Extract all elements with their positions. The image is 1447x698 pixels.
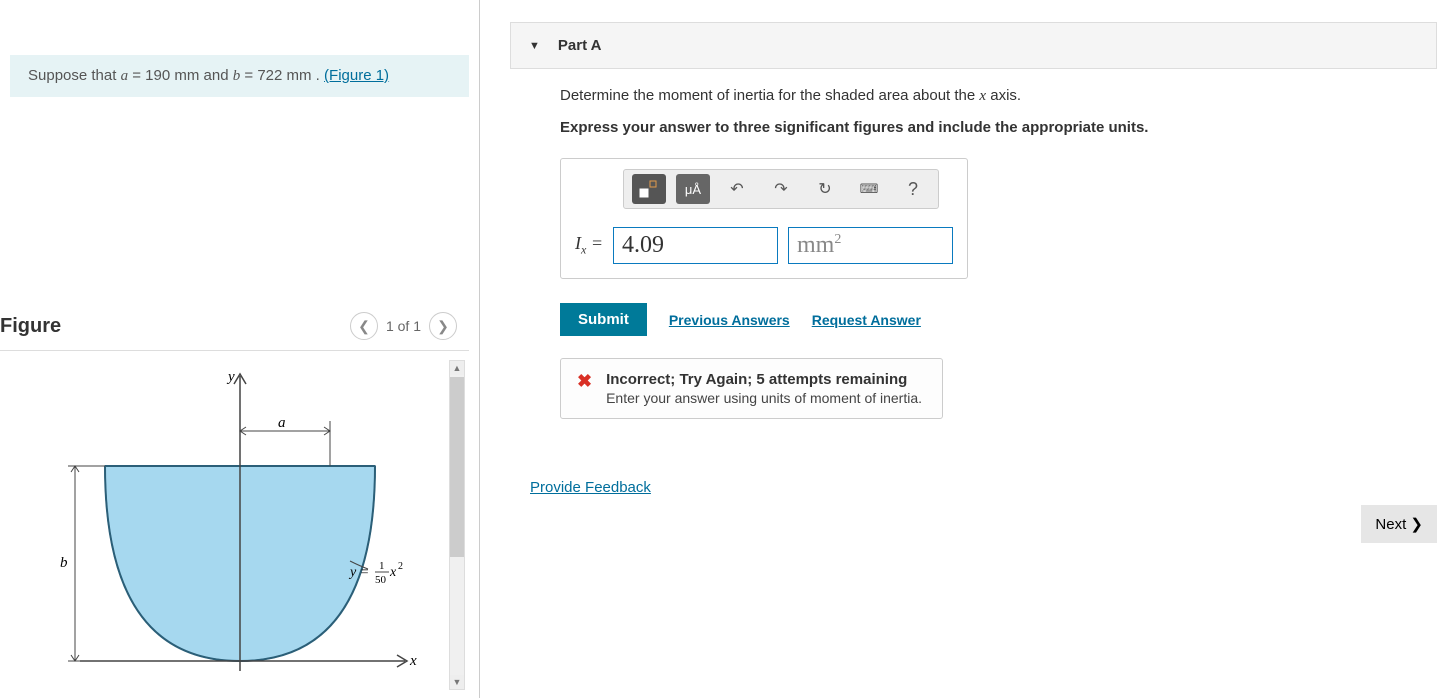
b-value: = 722 mm . bbox=[240, 67, 324, 84]
part-title: Part A bbox=[558, 37, 602, 54]
value-input[interactable]: 4.09 bbox=[613, 227, 778, 264]
collapse-icon[interactable]: ▼ bbox=[529, 40, 540, 52]
answer-box: μÅ ↶ ↷ ↻ ⌨ ? Ix = 4.09 mm2 bbox=[560, 158, 968, 279]
request-answer-link[interactable]: Request Answer bbox=[812, 312, 921, 328]
figure-area: y x a b y = bbox=[10, 351, 479, 691]
part-header[interactable]: ▼ Part A bbox=[510, 22, 1437, 69]
scroll-down-icon[interactable]: ▼ bbox=[450, 675, 464, 689]
figure-title: Figure bbox=[0, 315, 61, 338]
feedback-box: ✖ Incorrect; Try Again; 5 attempts remai… bbox=[560, 358, 943, 419]
scroll-up-icon[interactable]: ▲ bbox=[450, 361, 464, 375]
label-a: a bbox=[278, 415, 286, 431]
figure-next-button[interactable]: ❯ bbox=[429, 312, 457, 340]
template-button[interactable] bbox=[632, 174, 666, 204]
question-text: Determine the moment of inertia for the … bbox=[560, 87, 1437, 105]
keyboard-button[interactable]: ⌨ bbox=[852, 174, 886, 204]
figure-diagram: y x a b y = bbox=[50, 361, 430, 691]
scroll-thumb[interactable] bbox=[450, 377, 464, 557]
figure-prev-button[interactable]: ❮ bbox=[350, 312, 378, 340]
undo-button[interactable]: ↶ bbox=[720, 174, 754, 204]
figure-nav: ❮ 1 of 1 ❯ bbox=[350, 312, 457, 340]
previous-answers-link[interactable]: Previous Answers bbox=[669, 312, 790, 328]
incorrect-icon: ✖ bbox=[577, 371, 592, 392]
answer-label: Ix = bbox=[575, 233, 603, 258]
label-b: b bbox=[60, 555, 68, 571]
units-button[interactable]: μÅ bbox=[676, 174, 710, 204]
equation-toolbar: μÅ ↶ ↷ ↻ ⌨ ? bbox=[623, 169, 939, 209]
figure-scrollbar[interactable]: ▲ ▼ bbox=[449, 360, 465, 690]
help-button[interactable]: ? bbox=[896, 174, 930, 204]
figure-link[interactable]: (Figure 1) bbox=[324, 67, 389, 84]
curve-equation: y = bbox=[348, 565, 369, 580]
feedback-title: Incorrect; Try Again; 5 attempts remaini… bbox=[606, 371, 922, 388]
provide-feedback-link[interactable]: Provide Feedback bbox=[530, 479, 1437, 496]
feedback-sub: Enter your answer using units of moment … bbox=[606, 390, 922, 406]
curve-exp: 2 bbox=[398, 561, 403, 572]
curve-x: x bbox=[389, 565, 397, 580]
submit-button[interactable]: Submit bbox=[560, 303, 647, 336]
label-x: x bbox=[409, 653, 417, 669]
unit-input[interactable]: mm2 bbox=[788, 227, 953, 264]
problem-statement: Suppose that a = 190 mm and b = 722 mm .… bbox=[10, 55, 469, 97]
problem-prefix: Suppose that bbox=[28, 67, 121, 84]
next-button[interactable]: Next ❯ bbox=[1361, 505, 1437, 543]
reset-button[interactable]: ↻ bbox=[808, 174, 842, 204]
a-value: = 190 mm and bbox=[128, 67, 233, 84]
redo-button[interactable]: ↷ bbox=[764, 174, 798, 204]
curve-frac-den: 50 bbox=[375, 574, 387, 586]
label-y: y bbox=[226, 369, 235, 385]
curve-frac-num: 1 bbox=[379, 560, 385, 572]
instruction-text: Express your answer to three significant… bbox=[560, 119, 1437, 136]
var-a: a bbox=[121, 68, 129, 84]
figure-counter: 1 of 1 bbox=[386, 318, 421, 334]
